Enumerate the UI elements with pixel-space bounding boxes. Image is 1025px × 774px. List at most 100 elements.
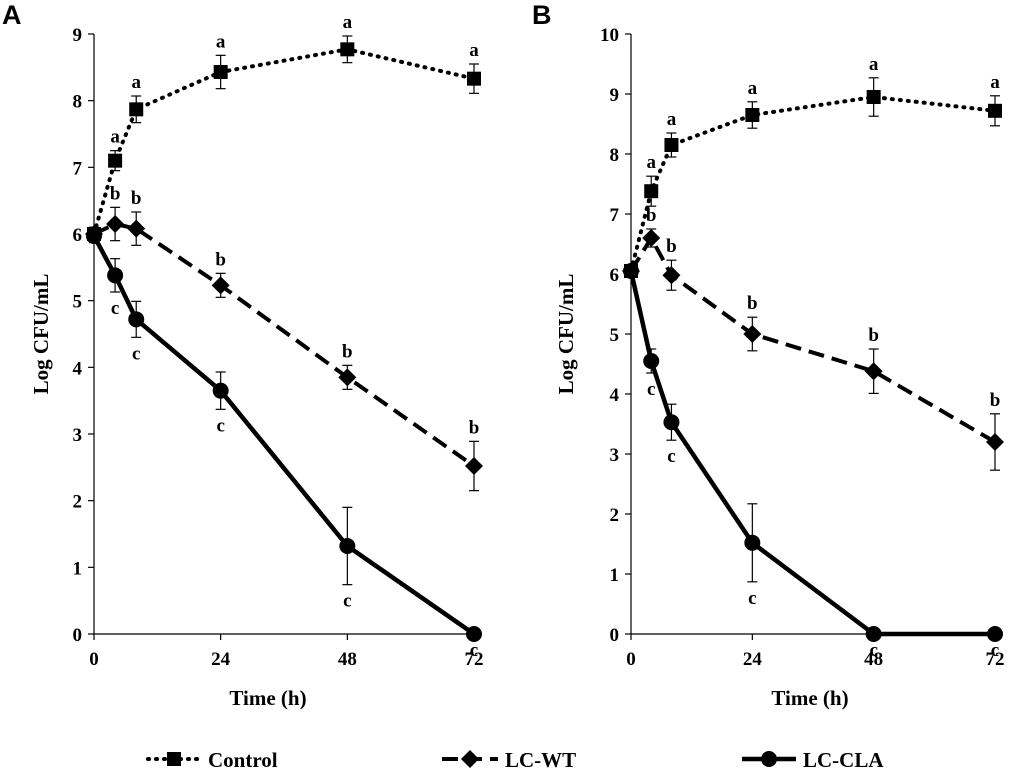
legend-control-marker	[167, 752, 181, 766]
panel-b-control-line	[629, 95, 997, 273]
panel-b-lc-cla-point	[987, 626, 1003, 642]
panel-a-lc-cla-point	[128, 311, 145, 328]
panel-a-control-significance-label: a	[216, 31, 226, 52]
panel-b-lc-wt-point	[864, 362, 883, 381]
panel-b-y-tick-label: 7	[610, 205, 620, 226]
panel-b-y-tick-label: 2	[610, 505, 620, 526]
panel-a-lc-wt-point	[465, 457, 483, 475]
panel-a-lc-wt-point	[211, 276, 230, 295]
panel-a-control-significance-label: a	[131, 72, 141, 93]
panel-a-lc-cla-line	[92, 234, 476, 636]
panel-b-control-point	[644, 184, 659, 199]
panel-b-x-axis-label: Time (h)	[771, 686, 848, 710]
panel-a-lc-wt-line	[93, 222, 476, 468]
panel-b-lc-cla-significance-label: c	[748, 588, 756, 609]
panel-b-lc-cla-point	[623, 263, 639, 279]
panel-b-control-significance-label: a	[748, 78, 758, 99]
panel-b-y-tick-label: 9	[610, 85, 620, 106]
panel-b-control-significance-label: a	[667, 109, 677, 130]
panel-b-y-axis-label: Log CFU/mL	[554, 274, 578, 395]
panel-a-lc-cla-significance-label: c	[111, 298, 119, 319]
panel-b-control-significance-label: a	[646, 152, 656, 173]
panel-b-label: B	[532, 0, 552, 30]
panel-a-x-tick-label: 0	[89, 649, 99, 670]
panel-a-y-tick-label: 9	[73, 25, 83, 46]
panel-b-control-significance-label: a	[869, 54, 879, 75]
panel-a-lc-cla-point	[212, 382, 229, 399]
panel-a-x-tick-label: 48	[338, 649, 357, 670]
panel-b-y-tick-label: 8	[610, 145, 620, 166]
panel-a-lc-wt-significance-label: b	[342, 341, 353, 362]
panel-b-chart: B Time (h) Log CFU/mL 0 1 2 3 4 5 6 7 8 9 10 0 24 48 7…	[532, 0, 1005, 710]
panel-a-control-point	[467, 71, 481, 86]
panel-b-lc-cla-point	[643, 353, 660, 369]
panel-a-lc-wt-point	[127, 219, 146, 238]
panel-a-y-tick-label: 1	[73, 558, 83, 579]
panel-a-lc-wt-significance-label: b	[215, 249, 226, 270]
panel-a-y-tick-label: 4	[73, 358, 83, 379]
panel-b-control-point	[988, 103, 1002, 118]
panel-b-x-tick-label: 0	[626, 649, 636, 670]
panel-a-y-tick-label: 8	[73, 92, 83, 113]
panel-a-lc-cla-point	[339, 538, 356, 554]
panel-b-x-tick-label: 48	[864, 649, 883, 670]
panel-a-lc-wt-point	[106, 215, 125, 233]
panel-b-lc-cla-point	[865, 626, 882, 642]
panel-a-lc-cla-point	[466, 626, 482, 642]
panel-b-lc-wt-point	[743, 325, 762, 343]
panel-b-y-tick-label: 0	[610, 625, 620, 646]
panel-b-lc-wt-point	[662, 266, 681, 285]
panel-b-y-tick-label: 4	[610, 385, 620, 406]
panel-a-lc-wt-significance-label: b	[469, 417, 480, 438]
panel-b-y-tick-label: 10	[600, 25, 619, 46]
legend-lc-wt-label: LC-WT	[505, 748, 576, 772]
panel-a-y-tick-label: 0	[73, 625, 83, 646]
panel-b-lc-wt-point	[986, 433, 1004, 451]
panel-a-control-point	[340, 42, 355, 57]
panel-b-lc-wt-significance-label: b	[646, 205, 657, 226]
panel-a-control-significance-label: a	[343, 12, 353, 33]
panel-b-y-tick-label: 6	[610, 265, 620, 286]
legend-control-label: Control	[208, 748, 278, 772]
panel-a-lc-cla-significance-label: c	[132, 343, 140, 364]
panel-b-lc-wt-significance-label: b	[868, 325, 879, 346]
panel-b-lc-cla-significance-label: c	[991, 640, 999, 661]
panel-a-control-significance-label: a	[469, 40, 479, 61]
panel-a-lc-cla-significance-label: c	[216, 415, 224, 436]
panel-a-y-axis-label: Log CFU/mL	[29, 274, 53, 395]
panel-a-chart: A Time (h) Log CFU/mL 0 1 2 3 4 5 6 7 8 9 0 24 48 72 a…	[2, 0, 484, 710]
legend-lc-wt-marker	[461, 750, 479, 768]
panel-b-y-tick-label: 3	[610, 445, 620, 466]
panel-b-control-point	[664, 138, 679, 152]
panel-b-control-significance-label: a	[990, 72, 1000, 93]
panel-b-lc-wt-significance-label: b	[666, 236, 677, 257]
panel-a-control-point	[129, 102, 144, 117]
panel-a-y-tick-label: 5	[73, 292, 83, 313]
legend-lc-cla-label: LC-CLA	[803, 748, 884, 772]
panel-a-control-point	[213, 65, 228, 79]
panel-a-lc-wt-significance-label: b	[110, 183, 121, 204]
panel-a-y-tick-label: 2	[73, 492, 83, 513]
panel-a-control-line	[92, 47, 476, 236]
panel-a-lc-cla-point	[107, 267, 124, 284]
panel-a-lc-cla-significance-label: c	[343, 591, 351, 612]
panel-a-y-tick-label: 6	[73, 225, 83, 246]
panel-b-y-tick-label: 5	[610, 325, 620, 346]
panel-b-control-point	[866, 90, 881, 104]
panel-a-lc-wt-point	[338, 368, 357, 387]
panel-b-lc-cla-significance-label: c	[647, 379, 655, 400]
panel-b-x-tick-label: 24	[743, 649, 763, 670]
panel-a-lc-cla-point	[86, 228, 102, 244]
panel-b-y-tick-label: 1	[610, 565, 620, 586]
panel-b-control-point	[745, 108, 760, 122]
panel-b-lc-cla-point	[663, 414, 680, 431]
panel-a-lc-wt-significance-label: b	[131, 188, 142, 209]
panel-b-lc-cla-point	[744, 534, 761, 551]
legend: Control LC-WT LC-CLA	[146, 748, 884, 772]
panel-a-x-axis-label: Time (h)	[229, 686, 306, 710]
panel-a-x-tick-label: 72	[465, 649, 484, 670]
panel-a-y-tick-label: 3	[73, 425, 83, 446]
panel-a-x-tick-label: 24	[211, 649, 231, 670]
panel-b-lc-cla-significance-label: c	[869, 640, 877, 661]
